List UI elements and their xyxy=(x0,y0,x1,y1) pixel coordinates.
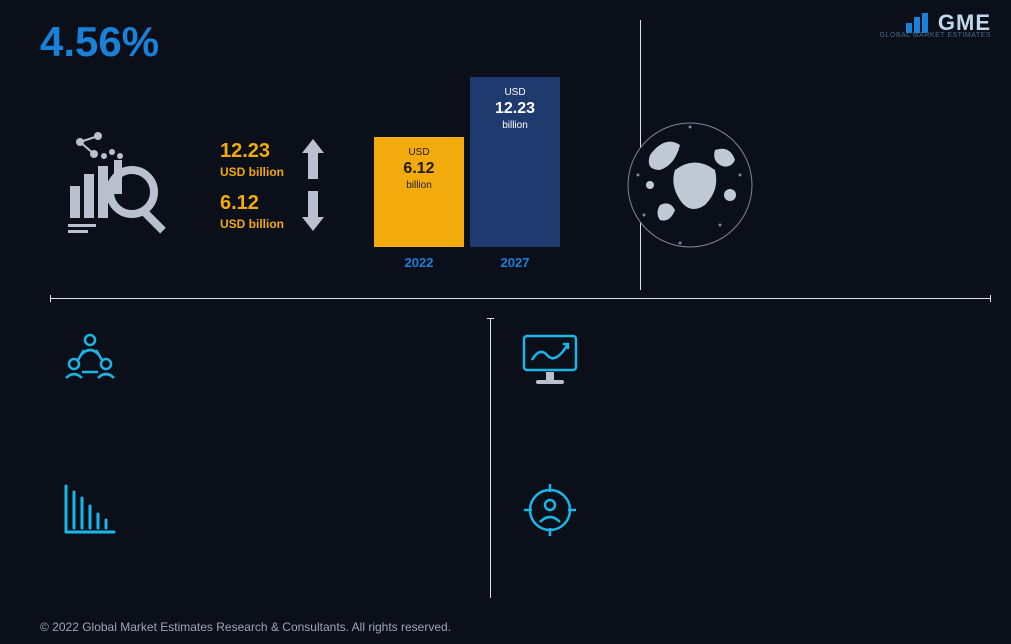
bar-1-unit: billion xyxy=(502,120,528,131)
people-network-icon xyxy=(60,330,120,390)
globe-icon xyxy=(620,115,760,255)
bar-1-year: 2027 xyxy=(470,255,560,270)
market-size-chart: USD 6.12 billion 2022 USD 12.23 billion … xyxy=(374,100,560,270)
declining-bars-icon xyxy=(60,480,120,540)
horizontal-divider xyxy=(50,298,991,299)
value-summary: 12.23 USD billion 6.12 USD billion xyxy=(220,127,324,243)
value-low-unit: USD billion xyxy=(220,217,284,231)
value-high-unit: USD billion xyxy=(220,165,284,179)
bar-0-unit: billion xyxy=(406,180,432,191)
target-person-icon xyxy=(520,480,580,540)
value-low-row: 6.12 USD billion xyxy=(220,191,324,231)
value-high: 12.23 xyxy=(220,140,284,163)
monitor-trend-icon xyxy=(520,330,580,390)
chart-col-1: USD 12.23 billion 2027 xyxy=(470,77,560,270)
bar-2022: USD 6.12 billion xyxy=(374,137,464,247)
vertical-divider-bottom xyxy=(490,318,491,598)
logo-subtitle: GLOBAL MARKET ESTIMATES xyxy=(880,32,991,39)
arrow-up-icon xyxy=(302,139,324,179)
bar-1-amount: 12.23 xyxy=(495,100,535,118)
copyright-footer: © 2022 Global Market Estimates Research … xyxy=(40,620,451,634)
top-section: 12.23 USD billion 6.12 USD billion USD 6… xyxy=(60,90,951,280)
cagr-value: 4.56% xyxy=(40,18,159,66)
bar-0-year: 2022 xyxy=(374,255,464,270)
value-low: 6.12 xyxy=(220,192,284,215)
logo-bars-icon xyxy=(906,13,934,33)
bar-2027: USD 12.23 billion xyxy=(470,77,560,247)
chart-col-0: USD 6.12 billion 2022 xyxy=(374,137,464,270)
analytics-icon xyxy=(60,130,180,240)
value-high-row: 12.23 USD billion xyxy=(220,139,324,179)
bar-1-currency: USD xyxy=(504,87,525,98)
arrow-down-icon xyxy=(302,191,324,231)
bar-0-amount: 6.12 xyxy=(403,160,434,178)
bar-0-currency: USD xyxy=(408,147,429,158)
